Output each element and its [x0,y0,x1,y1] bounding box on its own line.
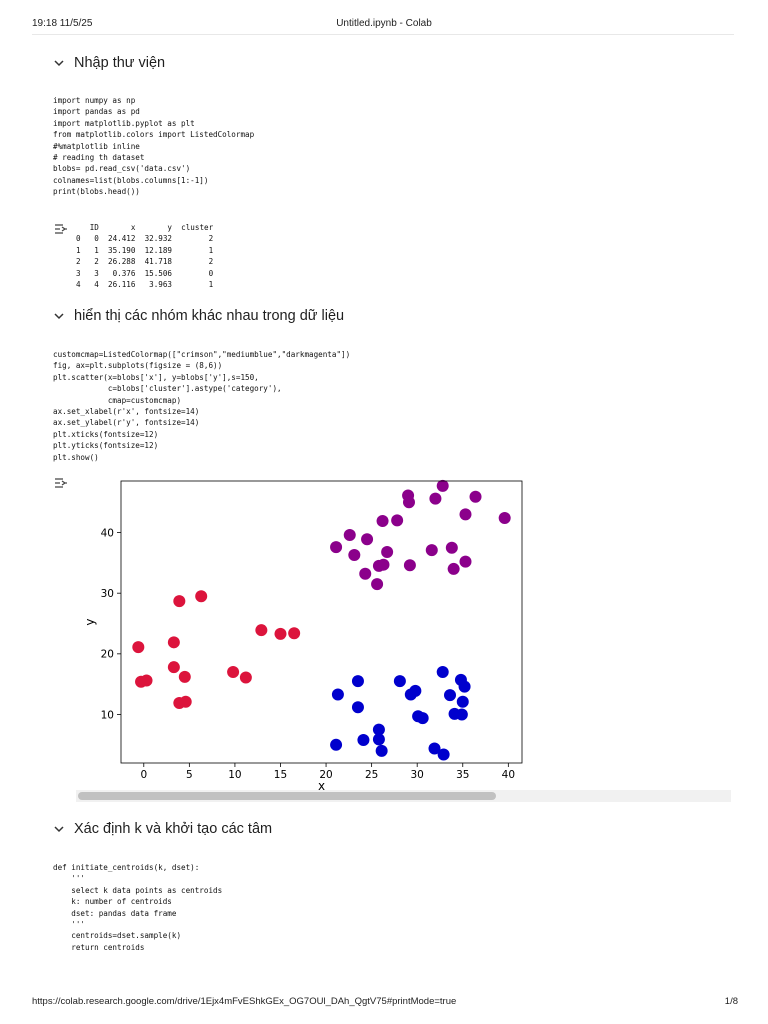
header-divider [32,34,734,35]
y-tick-label: 40 [101,527,114,539]
scatter-point [357,733,370,746]
scatter-point [459,508,472,521]
scatter-point [416,712,429,725]
scatter-plot: 0 5 10 15 20 25 30 35 40 10 20 30 40 x y [84,479,523,793]
section-title: Xác định k và khởi tạo các tâm [74,821,273,837]
scatter-point [288,627,301,640]
section-header-clusters[interactable]: hiển thị các nhóm khác nhau trong dữ liệ… [52,306,344,326]
scatter-point [255,624,268,637]
output-toggle-icon[interactable] [54,476,68,488]
scatter-point [447,562,460,575]
output-toggle-icon[interactable] [54,222,68,234]
chevron-down-icon[interactable] [52,309,66,323]
scatter-point [167,661,180,674]
plot-frame [120,480,523,764]
y-tick-label: 10 [101,709,114,721]
scatter-point [274,627,287,640]
x-tick-label: 25 [365,769,378,781]
scatter-point [402,496,415,509]
x-tick-label: 35 [456,769,469,781]
print-header: 19:18 11/5/25 Untitled.ipynb - Colab [32,18,736,32]
scatter-point [195,590,208,603]
scatter-point [375,744,388,757]
scatter-point [391,514,404,527]
scatter-point [140,674,153,687]
x-tick-label: 40 [502,769,515,781]
scatter-point [343,528,356,541]
scatter-point [456,695,469,708]
y-tick-label: 20 [101,649,114,661]
scatter-point [393,675,406,688]
scatter-point [437,748,450,761]
scatter-point [498,511,511,524]
scatter-point [469,490,482,503]
y-axis-label: y [84,618,97,625]
page-url: https://colab.research.google.com/drive/… [32,996,457,1007]
section-header-centroids[interactable]: Xác định k và khởi tạo các tâm [52,819,272,839]
code-cell-plot[interactable]: customcmap=ListedColormap(["crimson","me… [53,350,351,462]
scatter-point [445,541,458,554]
x-tick-label: 5 [186,769,193,781]
dataframe-output: ID x y cluster 0 0 24.412 32.932 2 1 1 3… [76,223,214,290]
x-tick-label: 30 [411,769,424,781]
scatter-point [372,733,385,746]
scatter-point [351,701,364,714]
scatter-point [444,689,457,702]
scatter-point [381,545,394,558]
print-footer: https://colab.research.google.com/drive/… [32,996,738,1008]
x-axis-label: x [318,779,325,793]
scatter-point [173,595,186,608]
x-tick-label: 10 [228,769,241,781]
section-header-import[interactable]: Nhập thư viện [52,53,165,73]
scatter-point [330,541,343,554]
scatter-point [458,680,471,693]
scrollbar-thumb[interactable] [78,792,496,800]
scatter-point [428,742,441,755]
scatter-point [403,559,416,572]
scatter-point [227,666,240,679]
chevron-down-icon[interactable] [52,56,66,70]
print-datetime: 19:18 11/5/25 [32,18,93,29]
page-number: 1/8 [724,996,738,1007]
scatter-point [132,641,145,654]
scatter-point [331,688,344,701]
x-tick-label: 20 [319,769,332,781]
scatter-point [372,723,385,736]
scatter-point [409,684,422,697]
chevron-down-icon[interactable] [52,822,66,836]
scatter-point [179,695,192,708]
code-cell-initiate-centroids[interactable]: def initiate_centroids(k, dset): ''' sel… [53,863,223,952]
scatter-point [371,578,384,591]
x-tick-label: 15 [274,769,287,781]
output-horizontal-scrollbar[interactable] [76,790,731,802]
section-title: Nhập thư viện [74,55,166,71]
scatter-point [351,675,364,688]
scatter-point [436,666,449,679]
scatter-point [376,515,389,528]
scatter-point [361,533,374,546]
code-cell-imports[interactable]: import numpy as np import pandas as pd i… [53,96,255,197]
scatter-point [348,548,361,561]
section-title: hiển thị các nhóm khác nhau trong dữ liệ… [74,308,345,324]
scatter-point [178,670,191,683]
scatter-point [377,558,390,571]
scatter-point [459,555,472,568]
page-title: Untitled.ipynb - Colab [336,18,432,29]
scatter-point [429,492,442,505]
scatter-point [239,671,252,684]
scatter-point [455,708,468,721]
x-tick-label: 0 [140,769,147,781]
scatter-point [359,567,372,580]
scatter-point [425,544,438,557]
scatter-point [436,479,449,492]
scatter-point [330,738,343,751]
scatter-point [167,636,180,649]
y-tick-label: 30 [101,588,114,600]
